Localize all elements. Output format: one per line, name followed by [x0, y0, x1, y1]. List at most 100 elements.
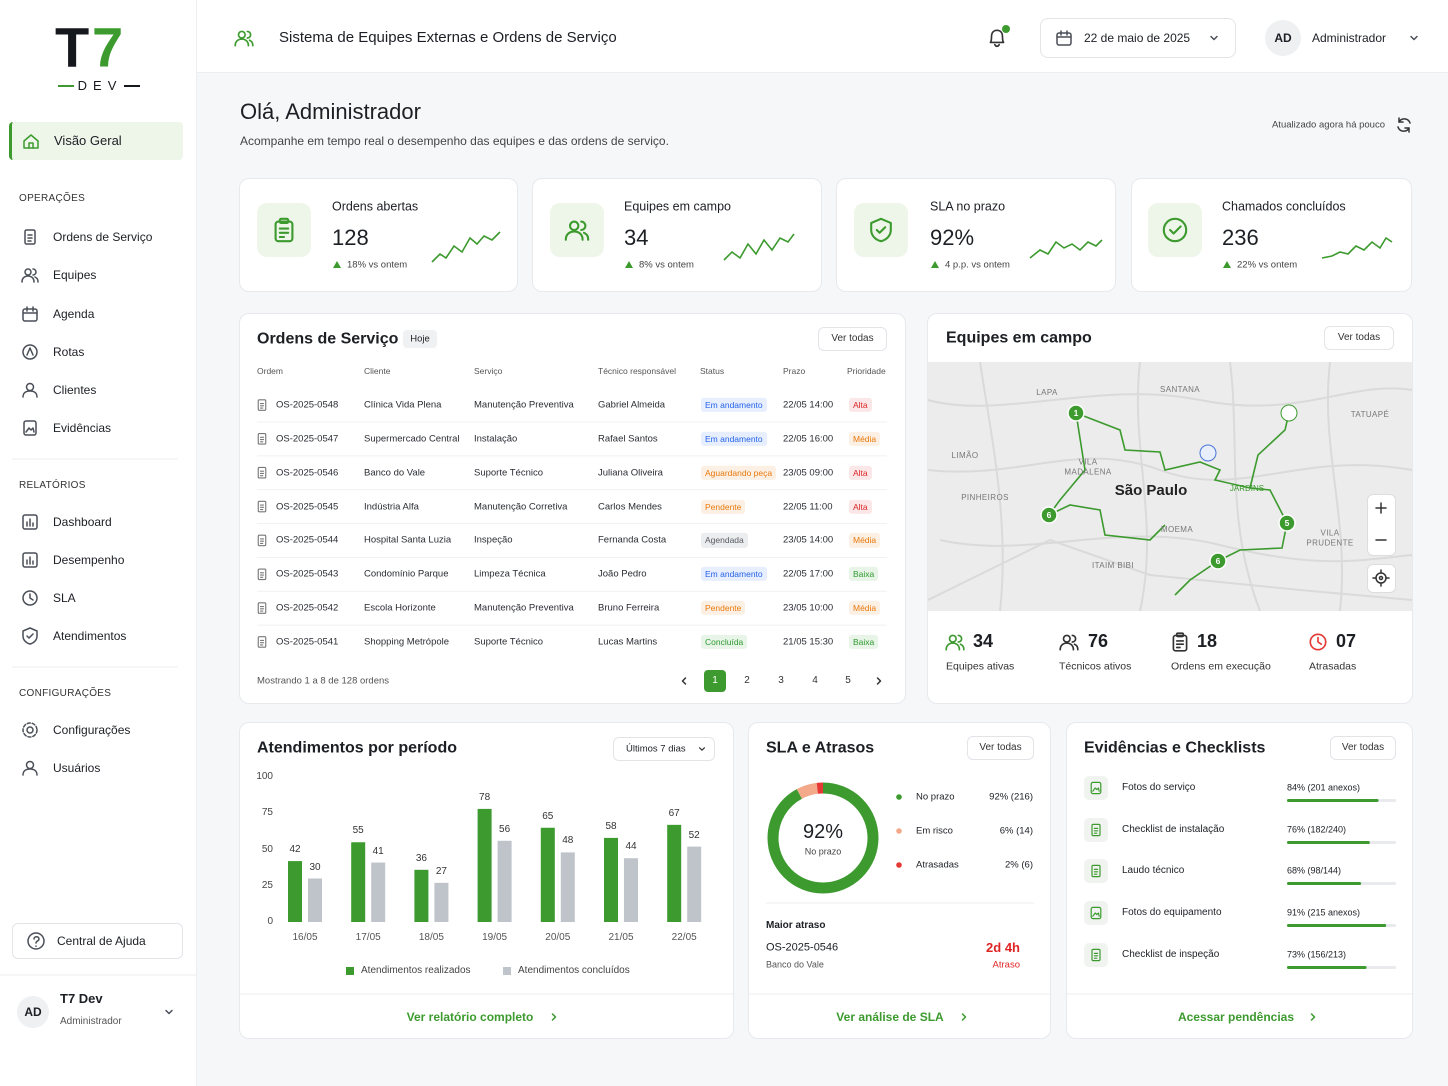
- link[interactable]: Acessar pendências: [1177, 1009, 1295, 1024]
- stat-value: 76: [1088, 631, 1109, 652]
- card-title: Ordens de Serviço: [257, 330, 399, 348]
- kpi-icon-box: [257, 203, 311, 257]
- avatar: [17, 996, 49, 1028]
- page-number[interactable]: 1: [712, 675, 718, 686]
- date-label[interactable]: 22 de maio de 2025: [1084, 30, 1191, 45]
- orders-card: [239, 313, 906, 704]
- button-label[interactable]: Ver todas: [979, 742, 1022, 753]
- table-cell: OS-2025-0547: [276, 433, 339, 445]
- section-title: RELATÓRIOS: [19, 480, 86, 491]
- page-active[interactable]: [704, 670, 726, 692]
- stat-value: 07: [1336, 631, 1357, 652]
- nav-item[interactable]: Usuários: [53, 760, 101, 775]
- kpi-label: Chamados concluídos: [1222, 199, 1346, 214]
- icon-part: [870, 217, 892, 243]
- help-label[interactable]: Central de Ajuda: [57, 933, 146, 948]
- progress-bar: [1287, 841, 1370, 844]
- button-label[interactable]: Ver todas: [1341, 742, 1385, 753]
- logo-letter: 7: [92, 15, 124, 79]
- table-cell: OS-2025-0542: [276, 602, 339, 614]
- icon-part: [26, 518, 34, 527]
- icon-part: [259, 504, 265, 511]
- icon-part: [681, 677, 687, 685]
- icon-part: [259, 402, 265, 409]
- page-number[interactable]: 4: [812, 675, 818, 686]
- chev-icon: [1410, 35, 1418, 41]
- nav-item[interactable]: Clientes: [53, 382, 97, 397]
- icon-part: [989, 29, 1005, 44]
- header: [197, 0, 1448, 73]
- page-number[interactable]: 5: [845, 675, 851, 686]
- icon-part: [257, 399, 267, 411]
- locate-button[interactable]: [1367, 564, 1396, 593]
- icon-part: [28, 142, 34, 149]
- icon-part: [1397, 118, 1411, 132]
- nav-item[interactable]: SLA: [53, 590, 76, 605]
- status-pill: Agendada: [701, 533, 748, 548]
- help-button[interactable]: [12, 923, 183, 959]
- map-label: SANTANA: [1160, 385, 1200, 395]
- button[interactable]: [818, 327, 887, 351]
- nav-item[interactable]: Dashboard: [53, 514, 112, 529]
- user-name[interactable]: Administrador: [1312, 30, 1387, 45]
- icon-part: [1071, 634, 1079, 651]
- icon-part: [1162, 217, 1188, 243]
- avatar[interactable]: [1265, 20, 1301, 56]
- button[interactable]: [967, 736, 1034, 760]
- bell-icon: [989, 29, 1005, 48]
- icon-part: [22, 308, 38, 322]
- status-pill: Pendente: [701, 601, 746, 616]
- item-value: 68% (98/144): [1287, 865, 1342, 876]
- icon-part: [564, 230, 584, 241]
- icon-part: [1090, 906, 1102, 920]
- icon-part: [22, 514, 38, 530]
- table-cell: 22/05 17:00: [783, 568, 834, 580]
- nav-item[interactable]: Equipes: [53, 267, 97, 282]
- link[interactable]: Ver análise de SLA: [836, 1009, 944, 1024]
- nav-item[interactable]: Configurações: [53, 722, 131, 737]
- map-label: TATUAPÉ: [1350, 410, 1390, 420]
- nav-item[interactable]: Desempenho: [53, 552, 125, 567]
- table-cell: OS-2025-0541: [276, 636, 339, 648]
- clip-icon: [274, 217, 294, 243]
- nav-item[interactable]: Rotas: [53, 344, 85, 359]
- link[interactable]: Ver relatório completo: [406, 1009, 534, 1024]
- page-number[interactable]: 3: [778, 675, 784, 686]
- bar: [371, 862, 386, 922]
- bar-value-label: 30: [309, 861, 321, 873]
- table-cell: Supermercado Central: [364, 433, 460, 445]
- page-number[interactable]: 2: [744, 675, 750, 686]
- map-label: LIMÃO: [951, 451, 979, 461]
- icon-part: [1378, 575, 1384, 581]
- nav-item[interactable]: Agenda: [53, 306, 95, 321]
- nav-item[interactable]: Evidências: [53, 420, 112, 435]
- map-label: JARDINS: [1229, 484, 1265, 494]
- icon-part: [259, 436, 265, 443]
- table-cell: Banco do Vale: [364, 466, 426, 478]
- button[interactable]: [1330, 736, 1396, 760]
- button-label[interactable]: Ver todas: [831, 333, 874, 344]
- x-tick-label: 22/05: [671, 932, 697, 943]
- sparkline: [431, 231, 501, 263]
- nav-item[interactable]: Ordens de Serviço: [53, 229, 153, 244]
- icon-part: [259, 538, 265, 544]
- item-name: Checklist de instalação: [1122, 824, 1225, 835]
- button-label[interactable]: Ver todas: [1337, 332, 1381, 343]
- date-picker[interactable]: [1040, 18, 1236, 58]
- stat-label: Equipes ativas: [946, 660, 1015, 673]
- shield-icon: [22, 627, 38, 645]
- nav-item[interactable]: Atendimentos: [53, 628, 127, 643]
- status-pill: Aguardando peça: [701, 465, 777, 480]
- map-label: VILA MADALENA: [1064, 457, 1112, 476]
- chevr-icon: [876, 677, 882, 685]
- column-header: Prazo: [783, 365, 806, 376]
- button[interactable]: [1324, 326, 1394, 350]
- marker-label: 6: [1215, 555, 1221, 566]
- period-label[interactable]: Últimos 7 dias: [626, 743, 686, 755]
- map-road: [979, 361, 1004, 612]
- period-select[interactable]: [613, 737, 715, 761]
- icon-part: [1410, 35, 1418, 41]
- nav-item[interactable]: Visão Geral: [54, 133, 122, 149]
- icon-part: [1310, 1013, 1316, 1021]
